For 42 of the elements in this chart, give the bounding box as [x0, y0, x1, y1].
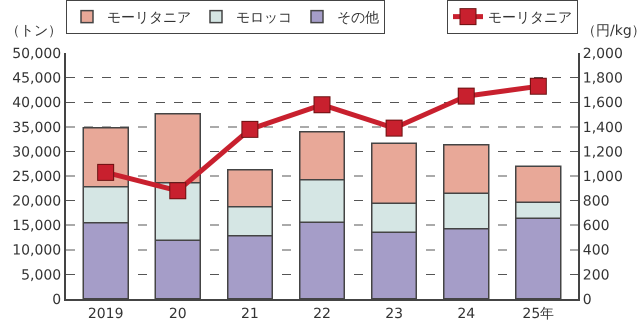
- y-tick-label: 25,000: [12, 168, 62, 185]
- x-tick-label: 23: [385, 306, 404, 322]
- y-tick-label: 0: [52, 292, 62, 308]
- y-tick-label: 50,000: [12, 46, 62, 62]
- y2-tick-label: 2,000: [582, 46, 623, 62]
- point: [530, 78, 547, 95]
- x-tick-label: 24: [457, 306, 476, 322]
- y-tick-label: 45,000: [12, 70, 62, 87]
- legend-label: モーリタニア: [107, 10, 191, 26]
- y2-tick-label: 1,200: [582, 144, 623, 160]
- y2-tick-label: 1,600: [582, 95, 623, 112]
- y2-tick-label: 1,400: [582, 120, 623, 136]
- point: [241, 120, 258, 138]
- y-tick-label: 15,000: [12, 218, 62, 234]
- y2-tick-label: 200: [582, 267, 610, 284]
- y2-axis-title: （円/kg）: [582, 23, 640, 39]
- y-tick-label: 40,000: [12, 95, 62, 112]
- y-tick-label: 5,000: [21, 267, 62, 284]
- y2-tick-label: 400: [582, 242, 610, 259]
- x-tick-label: 20: [168, 306, 187, 322]
- point: [97, 164, 114, 181]
- y-tick-label: 20,000: [12, 194, 62, 210]
- y2-tick-label: 1,800: [582, 70, 623, 87]
- y-tick-label: 30,000: [12, 144, 62, 160]
- x-tick-label: 2019: [88, 306, 124, 322]
- y2-tick-label: 600: [582, 218, 610, 234]
- x-tick-label: 21: [240, 306, 259, 322]
- y-axis-title: （トン）: [6, 23, 62, 39]
- x-tick-label: 22: [313, 306, 331, 322]
- point: [169, 182, 186, 200]
- y-tick-label: 10,000: [12, 242, 62, 259]
- point: [386, 120, 403, 137]
- legend-label: モロッコ: [236, 10, 292, 26]
- legend-label: モーリタニア: [488, 10, 572, 26]
- legend-label: その他: [337, 10, 379, 26]
- y2-tick-label: 1,000: [582, 168, 623, 185]
- point: [458, 88, 475, 105]
- y2-tick-label: 0: [582, 292, 592, 308]
- point: [314, 96, 330, 114]
- y-tick-label: 35,000: [12, 120, 62, 136]
- x-tick-label: 25年: [522, 306, 554, 322]
- y2-tick-label: 800: [582, 194, 610, 210]
